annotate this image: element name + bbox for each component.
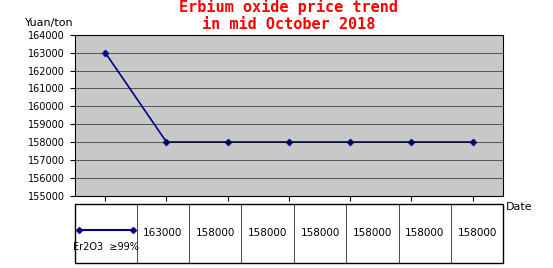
Text: Er2O3  ≥99%: Er2O3 ≥99% <box>73 242 139 252</box>
Text: Date: Date <box>506 202 533 212</box>
Text: Yuan/ton: Yuan/ton <box>25 18 74 28</box>
Title: Erbium oxide price trend
in mid October 2018: Erbium oxide price trend in mid October … <box>179 0 399 32</box>
Text: 158000: 158000 <box>353 228 392 238</box>
Text: 158000: 158000 <box>196 228 235 238</box>
Text: 158000: 158000 <box>248 228 288 238</box>
Text: 158000: 158000 <box>457 228 497 238</box>
Text: 158000: 158000 <box>300 228 340 238</box>
Text: 158000: 158000 <box>405 228 445 238</box>
Text: 163000: 163000 <box>143 228 182 238</box>
